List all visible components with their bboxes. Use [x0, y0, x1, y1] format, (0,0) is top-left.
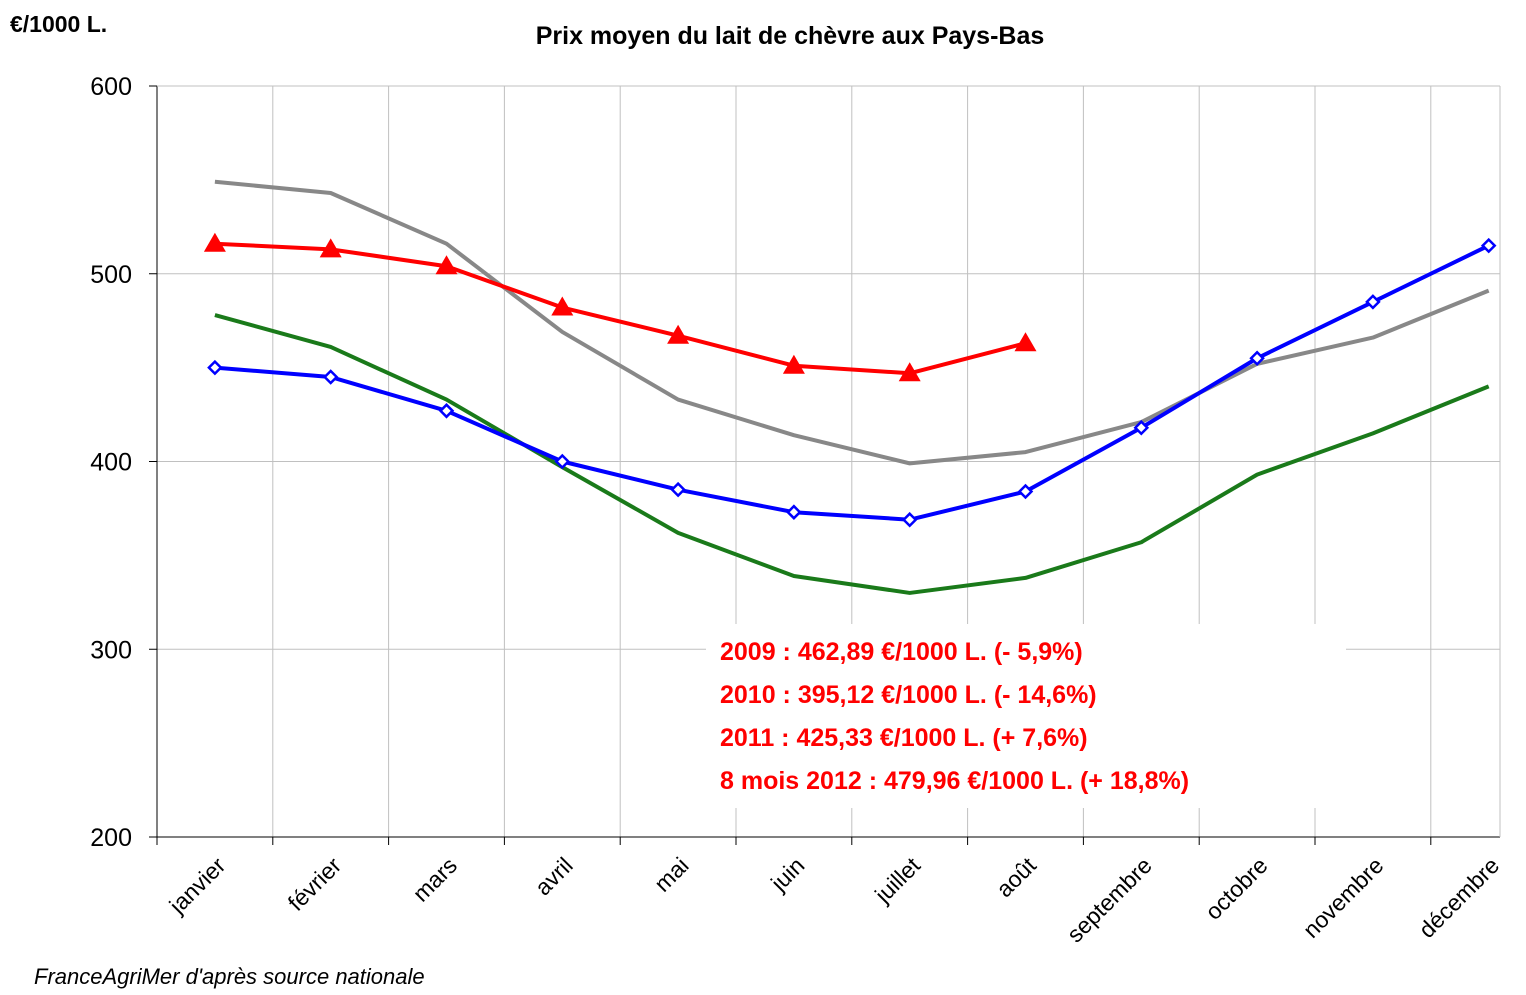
point-marker — [551, 296, 574, 316]
series-line — [214, 243, 1490, 522]
point-marker — [1365, 294, 1381, 310]
y-tick-label: 600 — [90, 73, 132, 101]
point-marker — [670, 481, 686, 498]
point-marker — [207, 359, 223, 376]
annotation: 2009 : 462,89 €/1000 L. (- 5,9%) — [720, 638, 1083, 666]
x-tick-label: mars — [407, 852, 462, 907]
point-marker — [203, 232, 226, 252]
annotation: 8 mois 2012 : 479,96 €/1000 L. (+ 18,8%) — [720, 767, 1189, 795]
y-tick-label: 500 — [90, 261, 132, 289]
x-tick-label: mai — [649, 852, 694, 897]
chart-title: Prix moyen du lait de chèvre aux Pays-Ba… — [536, 22, 1045, 50]
point-marker — [1017, 483, 1034, 500]
x-tick-label: novembre — [1298, 852, 1389, 943]
point-marker — [322, 369, 339, 385]
x-tick-label: août — [991, 852, 1041, 902]
x-tick-label: septembre — [1062, 852, 1157, 947]
point-marker — [1249, 350, 1265, 367]
annotation: 2010 : 395,12 €/1000 L. (- 14,6%) — [720, 681, 1097, 709]
annotation-box — [706, 624, 1346, 808]
point-marker — [786, 504, 802, 520]
x-tick-label: juillet — [869, 852, 926, 909]
x-tick-label: décembre — [1414, 852, 1505, 943]
point-marker — [438, 403, 455, 419]
x-tick-label: janvier — [163, 852, 230, 919]
y-tick-label: 400 — [90, 449, 132, 477]
y-tick-label: 200 — [90, 824, 132, 852]
point-marker — [1480, 237, 1497, 254]
y-axis-label: €/1000 L. — [10, 11, 107, 37]
point-marker — [898, 362, 921, 382]
point-marker — [1014, 332, 1037, 352]
source-note: FranceAgriMer d'après source nationale — [34, 964, 425, 989]
series-line — [214, 313, 1490, 595]
x-tick-label: février — [283, 852, 347, 916]
x-tick-label: octobre — [1200, 852, 1273, 925]
point-marker — [901, 511, 918, 528]
point-marker — [435, 255, 458, 275]
point-marker — [782, 354, 805, 374]
point-marker — [1133, 419, 1150, 436]
x-tick-label: juin — [765, 852, 809, 896]
series-line — [214, 179, 1490, 466]
point-marker — [319, 238, 342, 258]
x-tick-label: avril — [530, 852, 578, 900]
point-marker — [554, 453, 571, 470]
y-tick-label: 300 — [90, 636, 132, 664]
point-marker — [667, 324, 690, 344]
annotation: 2011 : 425,33 €/1000 L. (+ 7,6%) — [720, 724, 1088, 752]
series-line — [214, 241, 1027, 376]
